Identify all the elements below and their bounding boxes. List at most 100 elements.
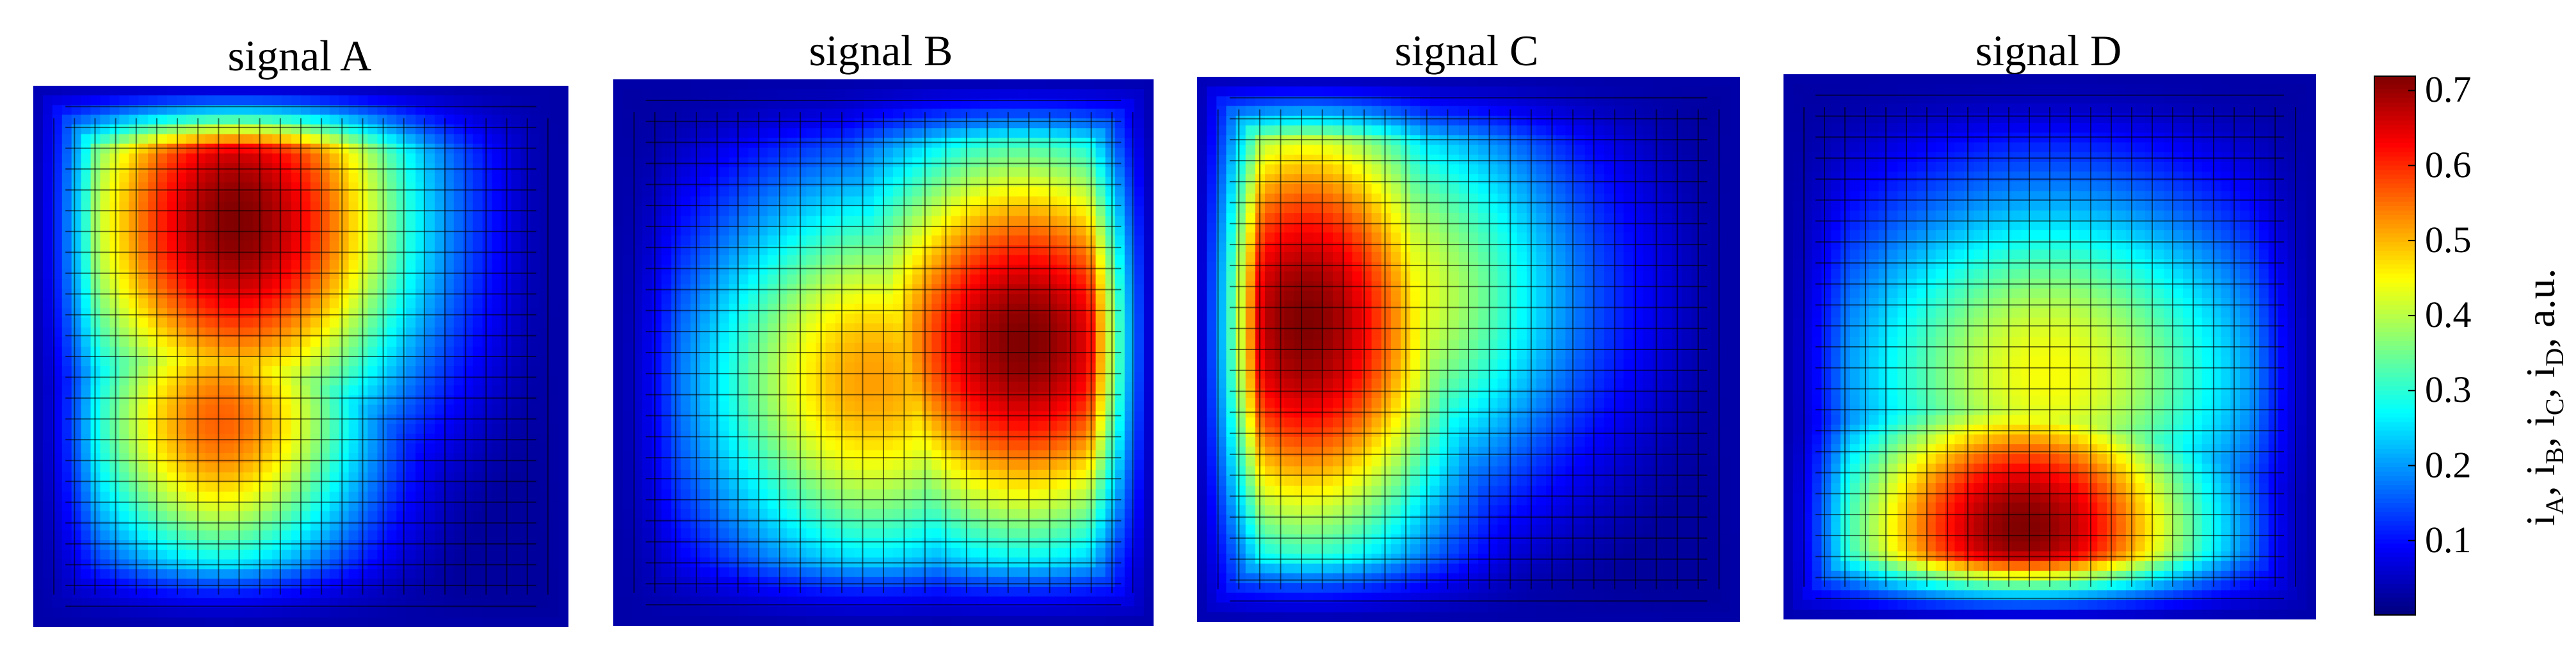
heatmap-cell (680, 108, 691, 119)
heatmap-cell (482, 404, 493, 415)
heatmap-cell (492, 530, 503, 541)
heatmap-cell (1067, 245, 1077, 256)
heatmap-cell (1057, 128, 1067, 139)
heatmap-cell (301, 105, 311, 115)
heatmap-cell (719, 333, 730, 344)
heatmap-cell (138, 337, 149, 347)
heatmap-cell (234, 617, 245, 627)
heatmap-cell (100, 404, 111, 415)
heatmap-cell (1057, 353, 1067, 363)
heatmap-cell (520, 501, 531, 512)
heatmap-cell (1095, 323, 1106, 334)
heatmap-cell (482, 385, 493, 396)
heatmap-cell (931, 255, 942, 266)
heatmap-cell (415, 259, 426, 270)
heatmap-cell (893, 147, 903, 158)
heatmap-cell (825, 314, 836, 324)
heatmap-cell (205, 376, 216, 386)
heatmap-cell (396, 269, 407, 280)
heatmap-cell (157, 221, 168, 232)
heatmap-cell (530, 240, 540, 251)
heatmap-cell (176, 192, 187, 202)
heatmap-cell (282, 202, 292, 212)
heatmap-cell (549, 124, 559, 135)
heatmap-cell (33, 395, 44, 406)
heatmap-cell (282, 404, 292, 415)
heatmap-cell (291, 269, 302, 280)
heatmap-cell (768, 353, 778, 363)
heatmap-cell (33, 337, 44, 347)
heatmap-cell (729, 381, 739, 392)
heatmap-cell (1143, 381, 1154, 392)
heatmap-cell (81, 124, 92, 135)
heatmap-cell (530, 424, 540, 435)
heatmap-cell (530, 550, 540, 560)
heatmap-cell (319, 511, 330, 522)
heatmap-cell (167, 404, 177, 415)
heatmap-cell (253, 443, 263, 454)
heatmap-cell (642, 206, 652, 217)
heatmap-cell (787, 216, 797, 227)
heatmap-cell (176, 472, 187, 483)
heatmap-cell (329, 86, 340, 96)
heatmap-cell (1143, 196, 1154, 207)
heatmap-cell (492, 250, 503, 260)
heatmap-cell (301, 453, 311, 463)
heatmap-cell (719, 294, 730, 305)
heatmap-cell (1105, 342, 1116, 353)
heatmap-cell (1134, 118, 1145, 129)
heatmap-cell (119, 366, 129, 376)
heatmap-cell (922, 294, 932, 305)
heatmap-cell (520, 550, 531, 560)
heatmap-cell (1028, 353, 1038, 363)
heatmap-cell (453, 491, 464, 502)
heatmap-cell (81, 482, 92, 493)
heatmap-cell (282, 250, 292, 260)
heatmap-cell (52, 221, 63, 232)
heatmap-cell (310, 163, 321, 173)
heatmap-cell (301, 211, 311, 222)
heatmap-cell (912, 333, 922, 344)
heatmap-cell (844, 275, 855, 285)
heatmap-cell (1038, 314, 1048, 324)
heatmap-cell (444, 463, 455, 473)
heatmap-cell (559, 308, 568, 319)
heatmap-cell (100, 385, 111, 396)
heatmap-cell (435, 182, 445, 193)
heatmap-cell (425, 463, 435, 473)
heatmap-cell (167, 124, 177, 135)
heatmap-cell (81, 443, 92, 454)
heatmap-cell (559, 172, 568, 183)
heatmap-cell (129, 617, 139, 627)
heatmap-cell (367, 337, 378, 347)
heatmap-cell (109, 511, 120, 522)
heatmap-cell (415, 385, 426, 396)
heatmap-cell (758, 303, 768, 314)
heatmap-cell (1018, 303, 1029, 314)
heatmap-cell (844, 167, 855, 178)
heatmap-cell (52, 404, 63, 415)
heatmap-cell (700, 99, 711, 109)
heatmap-cell (492, 588, 503, 599)
heatmap-cell (415, 163, 426, 173)
heatmap-cell (970, 118, 981, 129)
heatmap-cell (540, 617, 550, 627)
heatmap-cell (709, 128, 720, 139)
heatmap-cell (835, 147, 846, 158)
heatmap-cell (511, 550, 521, 560)
heatmap-cell (176, 424, 187, 435)
heatmap-cell (109, 433, 120, 444)
heatmap-cell (425, 153, 435, 164)
heatmap-cell (348, 520, 359, 531)
heatmap-cell (453, 230, 464, 241)
heatmap-cell (282, 115, 292, 125)
heatmap-cell (157, 269, 168, 280)
heatmap-cell (148, 376, 158, 386)
heatmap-cell (1067, 196, 1077, 207)
heatmap-cell (472, 221, 483, 232)
heatmap-cell (989, 245, 1000, 256)
heatmap-cell (129, 115, 139, 125)
heatmap-cell (806, 372, 817, 383)
heatmap-cell (680, 342, 691, 353)
heatmap-cell (138, 366, 149, 376)
